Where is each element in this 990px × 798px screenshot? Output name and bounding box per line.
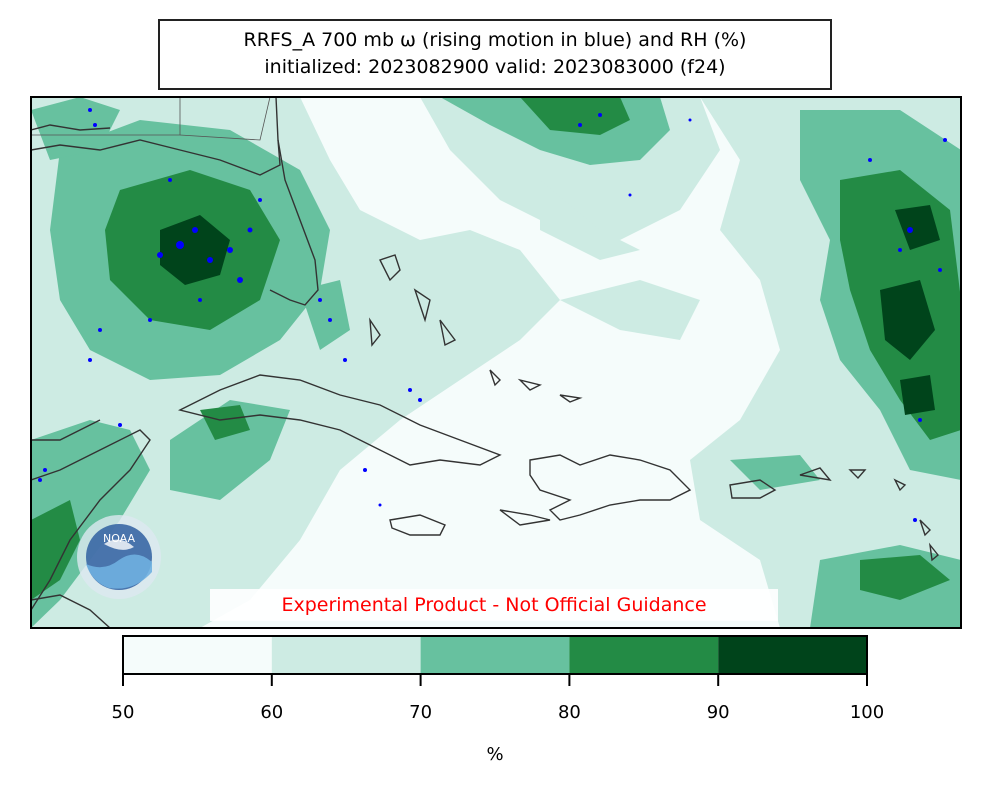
rising-motion-regions [38, 108, 947, 522]
plot-title: RRFS_A 700 mb ω (rising motion in blue) … [158, 19, 832, 90]
state-borders [31, 97, 271, 141]
colorbar-tick-label-50: 50 [111, 702, 135, 723]
colorbar-tick-label-100: 100 [849, 702, 885, 723]
colorbar-tick-label-60: 60 [260, 702, 284, 723]
coastlines [31, 97, 939, 628]
colorbar-unit-label: % [486, 744, 504, 765]
disclaimer-text: Experimental Product - Not Official Guid… [210, 589, 778, 621]
noaa-logo-icon: NOAA [77, 515, 161, 599]
map-frame [30, 96, 962, 629]
title-line-2: initialized: 2023082900 valid: 202308300… [264, 56, 726, 78]
map-field [31, 97, 961, 628]
colorbar-tick-label-90: 90 [706, 702, 730, 723]
rh-90-100-regions [160, 205, 940, 415]
noaa-logo-text: NOAA [103, 532, 136, 545]
colorbar-tick-label-80: 80 [557, 702, 581, 723]
colorbar-tick-label-70: 70 [409, 702, 433, 723]
title-line-1: RRFS_A 700 mb ω (rising motion in blue) … [243, 29, 747, 51]
